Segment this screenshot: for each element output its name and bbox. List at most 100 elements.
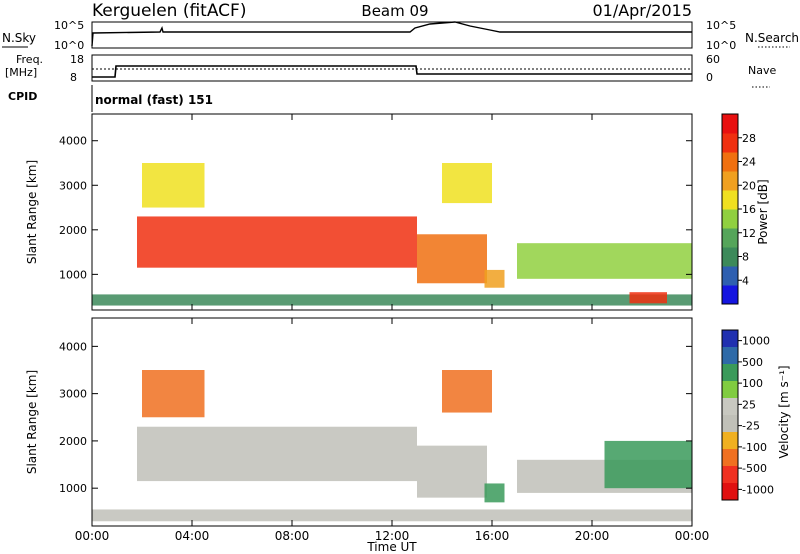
velocity-marks <box>92 370 692 522</box>
colorbar-swatch-1-8 <box>722 466 738 484</box>
nave-tick-top: 60 <box>706 53 720 66</box>
colorbar-frame-1 <box>721 329 739 501</box>
region-0-5 <box>629 292 667 304</box>
freq-trace <box>92 65 692 78</box>
cpid-value: normal (fast) 151 <box>95 93 213 107</box>
velocity-y-ticks: 1000 2000 3000 4000 <box>59 340 692 495</box>
colorbar-tick-label-1-3: 25 <box>742 398 756 411</box>
x-tick-label-3: 12:00 <box>375 529 410 543</box>
power-colorbar: 4 8 12 16 20 24 28 <box>721 113 756 305</box>
colorbar-swatch-1-1 <box>722 347 738 365</box>
y-tick-label-0-0: 1000 <box>59 268 87 281</box>
colorbar-tick-label-1-4: -25 <box>742 420 760 433</box>
colorbar-swatch-1-2 <box>722 364 738 382</box>
region-0-0 <box>92 294 692 306</box>
power-colorbar-label: Power [dB] <box>756 179 770 244</box>
region-1-5 <box>442 370 492 413</box>
colorbar-swatch-0-6 <box>722 171 738 191</box>
colorbar-swatch-0-1 <box>722 266 738 286</box>
region-1-2 <box>417 445 487 498</box>
colorbar-swatch-0-0 <box>722 285 738 305</box>
nsearch-tick-bottom: 10^0 <box>706 39 736 52</box>
colorbar-tick-label-0-1: 8 <box>742 251 749 264</box>
nave-tick-bottom: 0 <box>706 71 713 84</box>
time-axis-ticks: 00:00 04:00 08:00 12:00 16:00 20:00 00:00 <box>75 114 710 543</box>
nsky-tick-top: 10^5 <box>54 19 84 32</box>
y-tick-label-0-2: 3000 <box>59 179 87 192</box>
colorbar-tick-label-1-5: -100 <box>742 441 767 454</box>
beam-title: Beam 09 <box>361 2 428 20</box>
region-1-6 <box>484 483 505 503</box>
colorbar-tick-label-1-6: -500 <box>742 462 767 475</box>
region-0-7 <box>442 163 492 204</box>
x-tick-label-0: 00:00 <box>75 529 110 543</box>
freq-frame <box>91 54 693 82</box>
colorbar-tick-label-0-3: 16 <box>742 203 756 216</box>
nsearch-label: N.Search <box>745 31 799 45</box>
nsearch-tick-top: 10^5 <box>706 19 736 32</box>
power-panel: 1000 2000 3000 4000 Slant Range [km] 4 8 12 16… <box>25 113 770 311</box>
nsky-panel: N.Sky 10^5 10^0 10^5 10^0 N.Search <box>2 19 799 52</box>
time-axis-label: Time UT <box>366 540 417 554</box>
velocity-panel: 1000 2000 3000 4000 Slant Range [km] 1000 50… <box>25 317 791 527</box>
cpid-label: CPID <box>8 90 37 103</box>
y-tick-label-1-3: 4000 <box>59 340 87 353</box>
y-tick-label-1-0: 1000 <box>59 482 87 495</box>
colorbar-swatch-1-7 <box>722 449 738 467</box>
date-title: 01/Apr/2015 <box>592 1 692 20</box>
y-tick-label-0-1: 2000 <box>59 224 87 237</box>
power-y-ticks: 1000 2000 3000 4000 <box>59 135 692 281</box>
velocity-colorbar-label: Velocity [m s⁻¹] <box>777 365 791 458</box>
freq-panel: Freq. [MHz] 18 8 60 0 Nave <box>5 53 776 88</box>
region-1-4 <box>142 370 205 418</box>
region-1-0 <box>92 509 692 522</box>
x-tick-label-1: 04:00 <box>175 529 210 543</box>
x-tick-label-4: 16:00 <box>475 529 510 543</box>
power-marks <box>92 163 692 306</box>
colorbar-tick-label-1-0: 1000 <box>742 335 770 348</box>
colorbar-tick-label-0-6: 28 <box>742 132 756 145</box>
colorbar-swatch-0-4 <box>722 209 738 229</box>
colorbar-tick-label-0-4: 20 <box>742 179 756 192</box>
region-0-1 <box>137 216 417 268</box>
colorbar-swatch-0-2 <box>722 247 738 267</box>
power-panel-frame <box>92 114 692 310</box>
colorbar-swatch-1-4 <box>722 398 738 416</box>
colorbar-swatch-1-6 <box>722 432 738 450</box>
region-0-6 <box>142 163 205 208</box>
colorbar-swatch-0-5 <box>722 190 738 210</box>
velocity-colorbar: 1000 500 100 25 -25 -100 -500 -1000 <box>721 329 774 501</box>
region-0-2 <box>417 234 487 284</box>
colorbar-swatch-1-9 <box>722 483 738 501</box>
x-tick-label-2: 08:00 <box>275 529 310 543</box>
colorbar-swatch-0-3 <box>722 228 738 248</box>
region-0-4 <box>517 243 692 279</box>
nsky-tick-bottom: 10^0 <box>54 39 84 52</box>
nsky-label: N.Sky <box>2 31 36 45</box>
freq-label: Freq. <box>16 53 43 66</box>
colorbar-tick-label-0-2: 12 <box>742 227 756 240</box>
freq-tick-top: 18 <box>70 53 84 66</box>
velocity-y-axis-label: Slant Range [km] <box>25 370 39 474</box>
y-tick-label-0-3: 4000 <box>59 135 87 148</box>
freq-tick-bottom: 8 <box>70 71 77 84</box>
colorbar-tick-label-0-5: 24 <box>742 156 756 169</box>
velocity-panel-frame <box>92 318 692 526</box>
colorbar-swatch-0-9 <box>722 114 738 134</box>
radar-title: Kerguelen (fitACF) <box>92 1 246 21</box>
colorbar-tick-label-1-2: 100 <box>742 377 763 390</box>
x-tick-label-6: 00:00 <box>675 529 710 543</box>
colorbar-tick-label-1-7: -1000 <box>742 483 774 496</box>
x-tick-label-5: 20:00 <box>575 529 610 543</box>
region-1-7 <box>604 440 692 489</box>
colorbar-swatch-1-0 <box>722 330 738 348</box>
colorbar-tick-label-1-1: 500 <box>742 356 763 369</box>
freq-unit-label: [MHz] <box>5 66 37 79</box>
nsky-frame <box>91 21 693 49</box>
y-tick-label-1-2: 3000 <box>59 388 87 401</box>
region-0-3 <box>484 269 505 288</box>
colorbar-swatch-0-7 <box>722 152 738 172</box>
y-tick-label-1-1: 2000 <box>59 435 87 448</box>
nsky-trace <box>91 21 692 47</box>
